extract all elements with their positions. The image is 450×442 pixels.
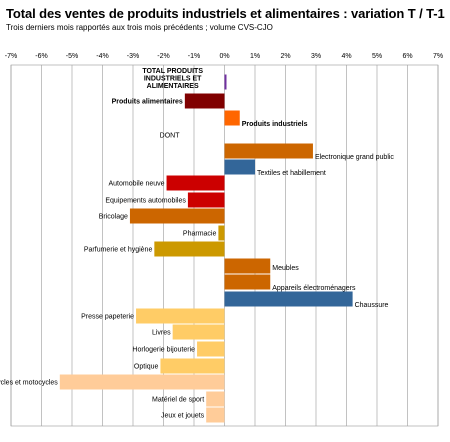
x-tick-label: -5% — [66, 53, 78, 60]
bar — [59, 374, 225, 390]
x-tick-label: 2% — [280, 53, 290, 60]
bar — [160, 358, 225, 374]
bar — [136, 308, 225, 324]
plot-frame — [10, 64, 439, 427]
bar-label: Matériel de sport — [152, 397, 204, 404]
bar-label: ALIMENTAIRES — [147, 83, 199, 90]
bar — [224, 159, 255, 175]
bar — [197, 341, 225, 357]
bar — [172, 324, 225, 340]
bar-label: Automobile neuve — [109, 181, 165, 188]
bar-label: Presse papeterie — [81, 314, 134, 321]
bar-label: Horlogerie bijouterie — [132, 347, 195, 354]
x-tick-label: -1% — [188, 53, 200, 60]
x-tick-label: 7% — [433, 53, 443, 60]
bar-label: Livres — [152, 330, 171, 337]
x-tick-label: 5% — [372, 53, 382, 60]
grid-lines — [10, 64, 439, 427]
bar-label: Parfumerie et hygiène — [84, 247, 153, 254]
bars — [59, 74, 353, 423]
x-tick-label: -3% — [127, 53, 139, 60]
chart-subtitle: Trois derniers mois rapportés aux trois … — [6, 23, 273, 32]
bar — [206, 407, 225, 423]
x-tick-label: -4% — [96, 53, 108, 60]
bar-label: INDUSTRIELS ET — [144, 76, 202, 83]
bar — [166, 175, 225, 191]
bar — [224, 274, 271, 290]
bar-label: Textiles et habillement — [257, 170, 326, 177]
bar-label: Bricolage — [99, 214, 128, 221]
bar — [224, 110, 240, 126]
bar-label: Chaussure — [355, 302, 389, 309]
bar-label: Electronique grand public — [315, 154, 394, 161]
bar — [206, 391, 225, 407]
bar-label: Equipements automobiles — [105, 198, 186, 205]
x-tick-label: 6% — [402, 53, 412, 60]
bar — [224, 291, 353, 307]
bar — [224, 74, 227, 90]
x-tick-label: -7% — [5, 53, 17, 60]
bar-label: Produits alimentaires — [112, 99, 183, 106]
bar-label: Produits industriels — [242, 121, 308, 128]
x-tick-label: -6% — [35, 53, 47, 60]
x-tick-label: 4% — [341, 53, 351, 60]
bar-label: Optique — [134, 364, 159, 371]
bar-label: Jeux et jouets — [161, 413, 205, 420]
bar — [187, 192, 225, 208]
x-tick-label: 0% — [219, 53, 229, 60]
bar — [224, 143, 313, 159]
bar-label: TOTAL PRODUITS — [142, 68, 203, 75]
x-axis-ticks: -7% -6% -5% -4% -3% -2% -1% 0% 1% 2% 3% 4% 5% 6% 7% — [5, 53, 443, 60]
chart-title: Total des ventes de produits industriels… — [6, 6, 445, 21]
group-label: DONT — [160, 133, 181, 140]
bar — [154, 241, 225, 257]
x-tick-label: 3% — [311, 53, 321, 60]
bar — [184, 93, 225, 109]
bar-label: Appareils électroménagers — [272, 285, 356, 292]
x-tick-label: -2% — [157, 53, 169, 60]
x-tick-label: 1% — [250, 53, 260, 60]
bar-label: Cycles et motocycles — [0, 380, 58, 387]
bar — [224, 258, 271, 274]
bar — [218, 225, 225, 241]
bar — [129, 208, 225, 224]
bar-label: Pharmacie — [183, 231, 217, 238]
bar-label: Meubles — [272, 265, 299, 272]
